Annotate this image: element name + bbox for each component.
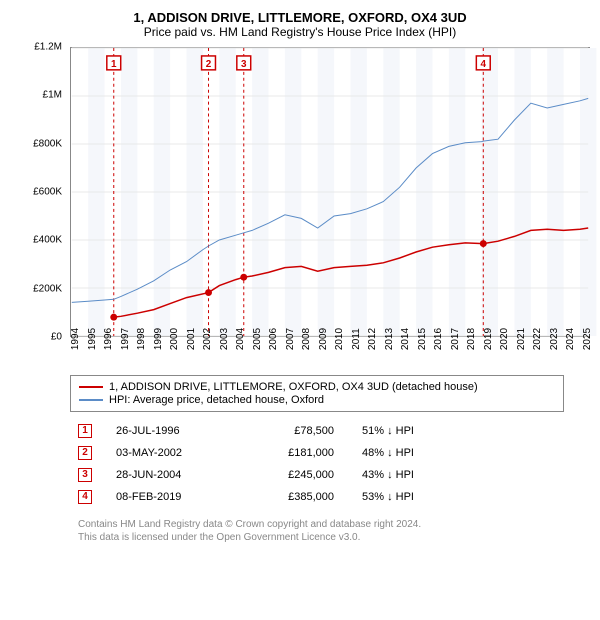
table-row: 1 26-JUL-1996 £78,500 51% ↓ HPI: [70, 420, 564, 442]
table-row: 2 03-MAY-2002 £181,000 48% ↓ HPI: [70, 442, 564, 464]
chart-container: £0£200K£400K£600K£800K£1M£1.2M 1234 1994…: [30, 47, 590, 367]
svg-text:1: 1: [111, 59, 117, 70]
sale-marker-badge: 1: [78, 424, 92, 438]
sales-table: 1 26-JUL-1996 £78,500 51% ↓ HPI 2 03-MAY-2002…: [70, 420, 564, 508]
chart-title-line2: Price paid vs. HM Land Registry's House …: [10, 25, 590, 39]
legend-row: 1, ADDISON DRIVE, LITTLEMORE, OXFORD, OX…: [79, 381, 555, 393]
y-tick-label: £200K: [33, 283, 62, 294]
legend-row: HPI: Average price, detached house, Oxfo…: [79, 394, 555, 406]
legend-swatch: [79, 386, 103, 388]
legend-label: HPI: Average price, detached house, Oxfo…: [109, 394, 324, 406]
y-tick-label: £1M: [43, 90, 62, 101]
sale-diff: 48% ↓ HPI: [362, 447, 472, 459]
sale-marker-badge: 4: [78, 490, 92, 504]
sale-price: £181,000: [244, 447, 354, 459]
y-axis: £0£200K£400K£600K£800K£1M£1.2M: [20, 47, 70, 367]
attribution-line2: This data is licensed under the Open Gov…: [78, 531, 556, 544]
sale-diff: 53% ↓ HPI: [362, 491, 472, 503]
y-tick-label: £1.2M: [34, 42, 62, 53]
sale-price: £245,000: [244, 469, 354, 481]
sale-date: 28-JUN-2004: [116, 469, 236, 481]
svg-text:3: 3: [241, 59, 247, 70]
svg-text:2: 2: [206, 59, 212, 70]
legend-swatch: [79, 399, 103, 401]
table-row: 3 28-JUN-2004 £245,000 43% ↓ HPI: [70, 464, 564, 486]
y-tick-label: £400K: [33, 235, 62, 246]
chart-title-line1: 1, ADDISON DRIVE, LITTLEMORE, OXFORD, OX…: [10, 10, 590, 25]
y-tick-label: £800K: [33, 138, 62, 149]
sale-marker-badge: 3: [78, 468, 92, 482]
y-tick-label: £600K: [33, 187, 62, 198]
y-tick-label: £0: [51, 332, 62, 343]
sale-price: £78,500: [244, 425, 354, 437]
attribution: Contains HM Land Registry data © Crown c…: [70, 516, 564, 546]
attribution-line1: Contains HM Land Registry data © Crown c…: [78, 518, 556, 531]
sale-diff: 43% ↓ HPI: [362, 469, 472, 481]
sale-marker-cell: 4: [78, 490, 108, 504]
sale-price: £385,000: [244, 491, 354, 503]
sale-marker-badge: 2: [78, 446, 92, 460]
svg-text:4: 4: [481, 59, 487, 70]
sale-marker-cell: 1: [78, 424, 108, 438]
sale-date: 03-MAY-2002: [116, 447, 236, 459]
sale-marker-cell: 3: [78, 468, 108, 482]
sale-date: 08-FEB-2019: [116, 491, 236, 503]
table-row: 4 08-FEB-2019 £385,000 53% ↓ HPI: [70, 486, 564, 508]
legend-label: 1, ADDISON DRIVE, LITTLEMORE, OXFORD, OX…: [109, 381, 478, 393]
x-axis: 1994199519961997199819992000200120022003…: [70, 337, 590, 367]
legend-box: 1, ADDISON DRIVE, LITTLEMORE, OXFORD, OX…: [70, 375, 564, 412]
chart-svg: 1 2 3 4: [71, 48, 589, 336]
x-tick-label: 2025: [582, 328, 600, 350]
sale-date: 26-JUL-1996: [116, 425, 236, 437]
plot-area: 1 2 3 4: [70, 47, 590, 337]
sale-diff: 51% ↓ HPI: [362, 425, 472, 437]
sale-marker-cell: 2: [78, 446, 108, 460]
